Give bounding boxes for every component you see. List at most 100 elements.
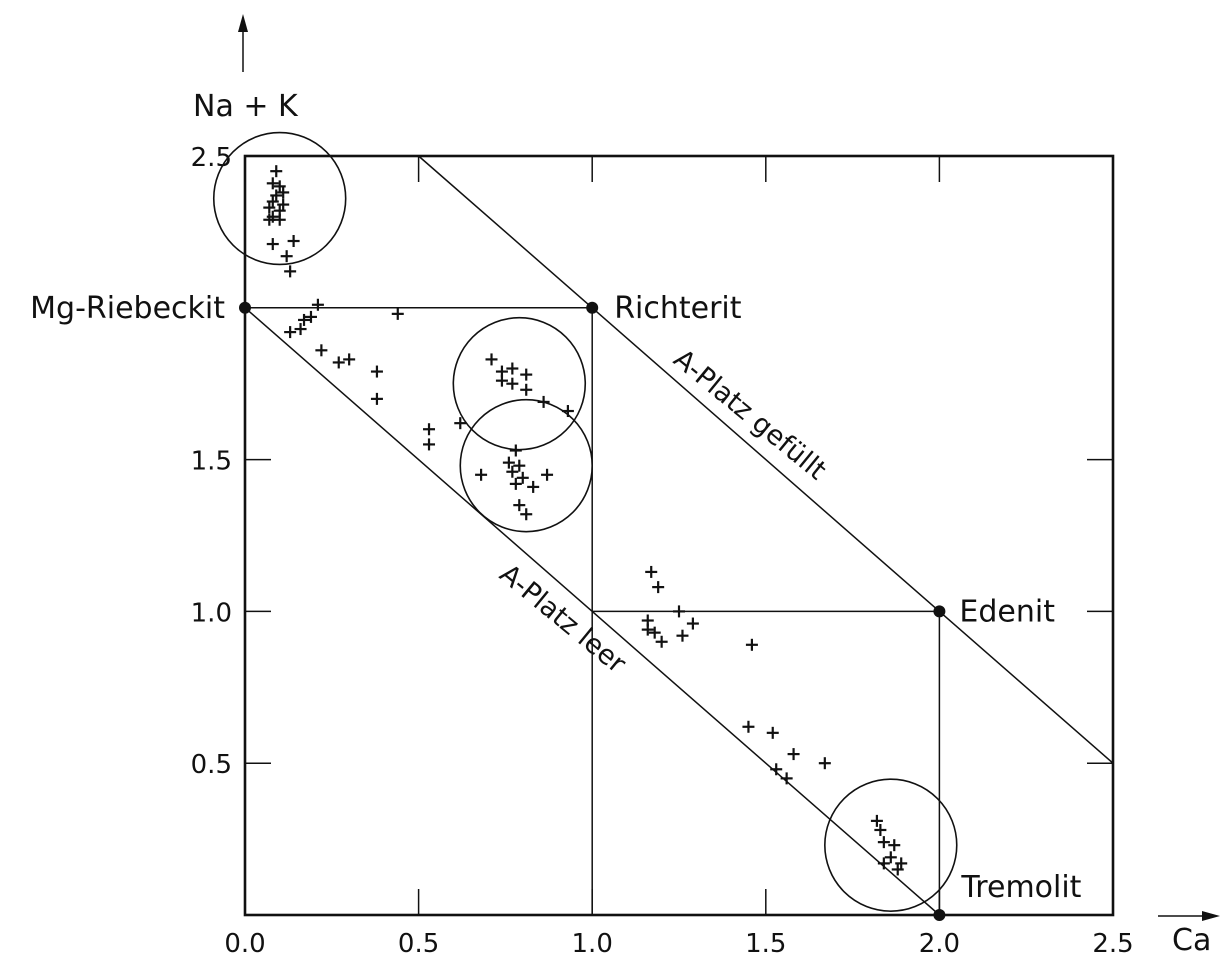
data-point: [266, 177, 279, 190]
data-point: [673, 605, 685, 618]
y-tick-label: 0.5: [191, 750, 232, 780]
reference-line-0: [418, 155, 1114, 764]
y-tick-label: 1.5: [191, 447, 232, 477]
data-point: [266, 238, 279, 251]
data-point: [270, 165, 283, 178]
data-point: [284, 265, 297, 278]
data-point: [263, 201, 276, 214]
data-point: [263, 213, 276, 226]
data-point: [513, 459, 526, 472]
data-point: [509, 444, 522, 457]
data-point: [877, 857, 890, 870]
data-point: [506, 362, 519, 375]
y-axis-arrow-head: [238, 14, 248, 32]
data-point: [284, 326, 297, 339]
data-point: [509, 477, 522, 490]
plot-frame-rect: [243, 154, 1115, 917]
line-label-a-platz-gefuellt: A-Platz gefüllt: [668, 343, 832, 486]
data-point: [745, 638, 758, 651]
data-point: [655, 635, 668, 648]
data-point: [520, 368, 533, 381]
data-point: [818, 757, 831, 770]
data-point: [895, 857, 908, 870]
plot-frame: [243, 154, 1115, 917]
circled-groups: [212, 131, 958, 912]
data-point: [541, 468, 554, 481]
group-circle: [459, 398, 593, 533]
data-point: [315, 344, 328, 357]
data-point: [520, 383, 533, 396]
data-point: [343, 353, 356, 366]
data-point: [513, 499, 526, 512]
data-point: [423, 423, 436, 436]
axis-ticks: 0.0 0.5 1.0 1.5 2.0 2.5 0.5 1.0 1.5 2.5: [191, 143, 1134, 956]
data-point: [676, 629, 689, 642]
data-point: [742, 720, 755, 733]
end-member-label: Edenit: [959, 594, 1055, 629]
data-point: [884, 851, 897, 864]
data-point: [298, 313, 311, 326]
line-label-a-platz-leer: A-Platz leer: [494, 558, 633, 680]
data-point: [266, 195, 279, 208]
data-point: [652, 581, 665, 594]
x-tick-label: 1.5: [745, 929, 786, 956]
end-member-dot: [239, 301, 251, 314]
data-point: [280, 250, 293, 263]
data-point: [485, 353, 498, 366]
data-points: [263, 165, 908, 876]
data-point: [537, 395, 550, 408]
data-point: [391, 307, 404, 320]
data-point: [787, 748, 800, 761]
data-point: [370, 392, 383, 405]
data-point: [877, 836, 890, 849]
data-point: [516, 471, 529, 484]
data-point: [475, 468, 488, 481]
data-point: [294, 323, 307, 336]
data-point: [766, 726, 779, 739]
data-point: [332, 356, 345, 369]
data-point: [520, 508, 533, 521]
x-tick-label: 0.0: [224, 929, 265, 956]
end-member-dot: [933, 605, 946, 618]
reference-lines: [244, 155, 1114, 916]
data-point: [888, 839, 901, 852]
data-point: [287, 235, 300, 248]
data-point: [311, 298, 324, 311]
end-member-markers: Mg-Riebeckit Richterit Edenit Tremolit: [30, 291, 1082, 921]
x-tick-label: 1.0: [572, 929, 613, 956]
data-point: [527, 480, 540, 493]
end-member-dot: [586, 301, 599, 314]
group-circle: [452, 316, 587, 451]
end-member-label: Richterit: [614, 291, 742, 326]
group-circle: [824, 778, 958, 912]
data-point: [770, 763, 783, 776]
x-axis-label: Ca: [1172, 923, 1211, 956]
end-member-label: Tremolit: [960, 870, 1081, 905]
end-member-dot: [933, 909, 946, 921]
data-point: [277, 186, 290, 199]
x-tick-label: 2.5: [1092, 929, 1133, 956]
data-point: [686, 617, 699, 630]
x-axis-arrow-head: [1202, 911, 1220, 921]
data-point: [641, 623, 654, 636]
data-point: [648, 626, 661, 639]
data-point: [273, 213, 286, 226]
data-point: [645, 565, 658, 578]
data-point: [561, 405, 574, 418]
x-tick-label: 2.0: [919, 929, 960, 956]
y-axis-label: Na + K: [193, 89, 299, 124]
data-point: [780, 772, 793, 785]
group-circle: [212, 131, 347, 266]
data-point: [454, 417, 467, 430]
y-tick-label: 1.0: [191, 598, 232, 628]
data-point: [304, 310, 317, 323]
data-point: [874, 823, 887, 836]
data-point: [423, 438, 436, 451]
x-tick-label: 0.5: [398, 929, 439, 956]
data-point: [502, 456, 515, 469]
data-point: [370, 365, 383, 378]
data-point: [506, 465, 519, 478]
data-point: [277, 198, 290, 211]
data-point: [870, 814, 883, 827]
